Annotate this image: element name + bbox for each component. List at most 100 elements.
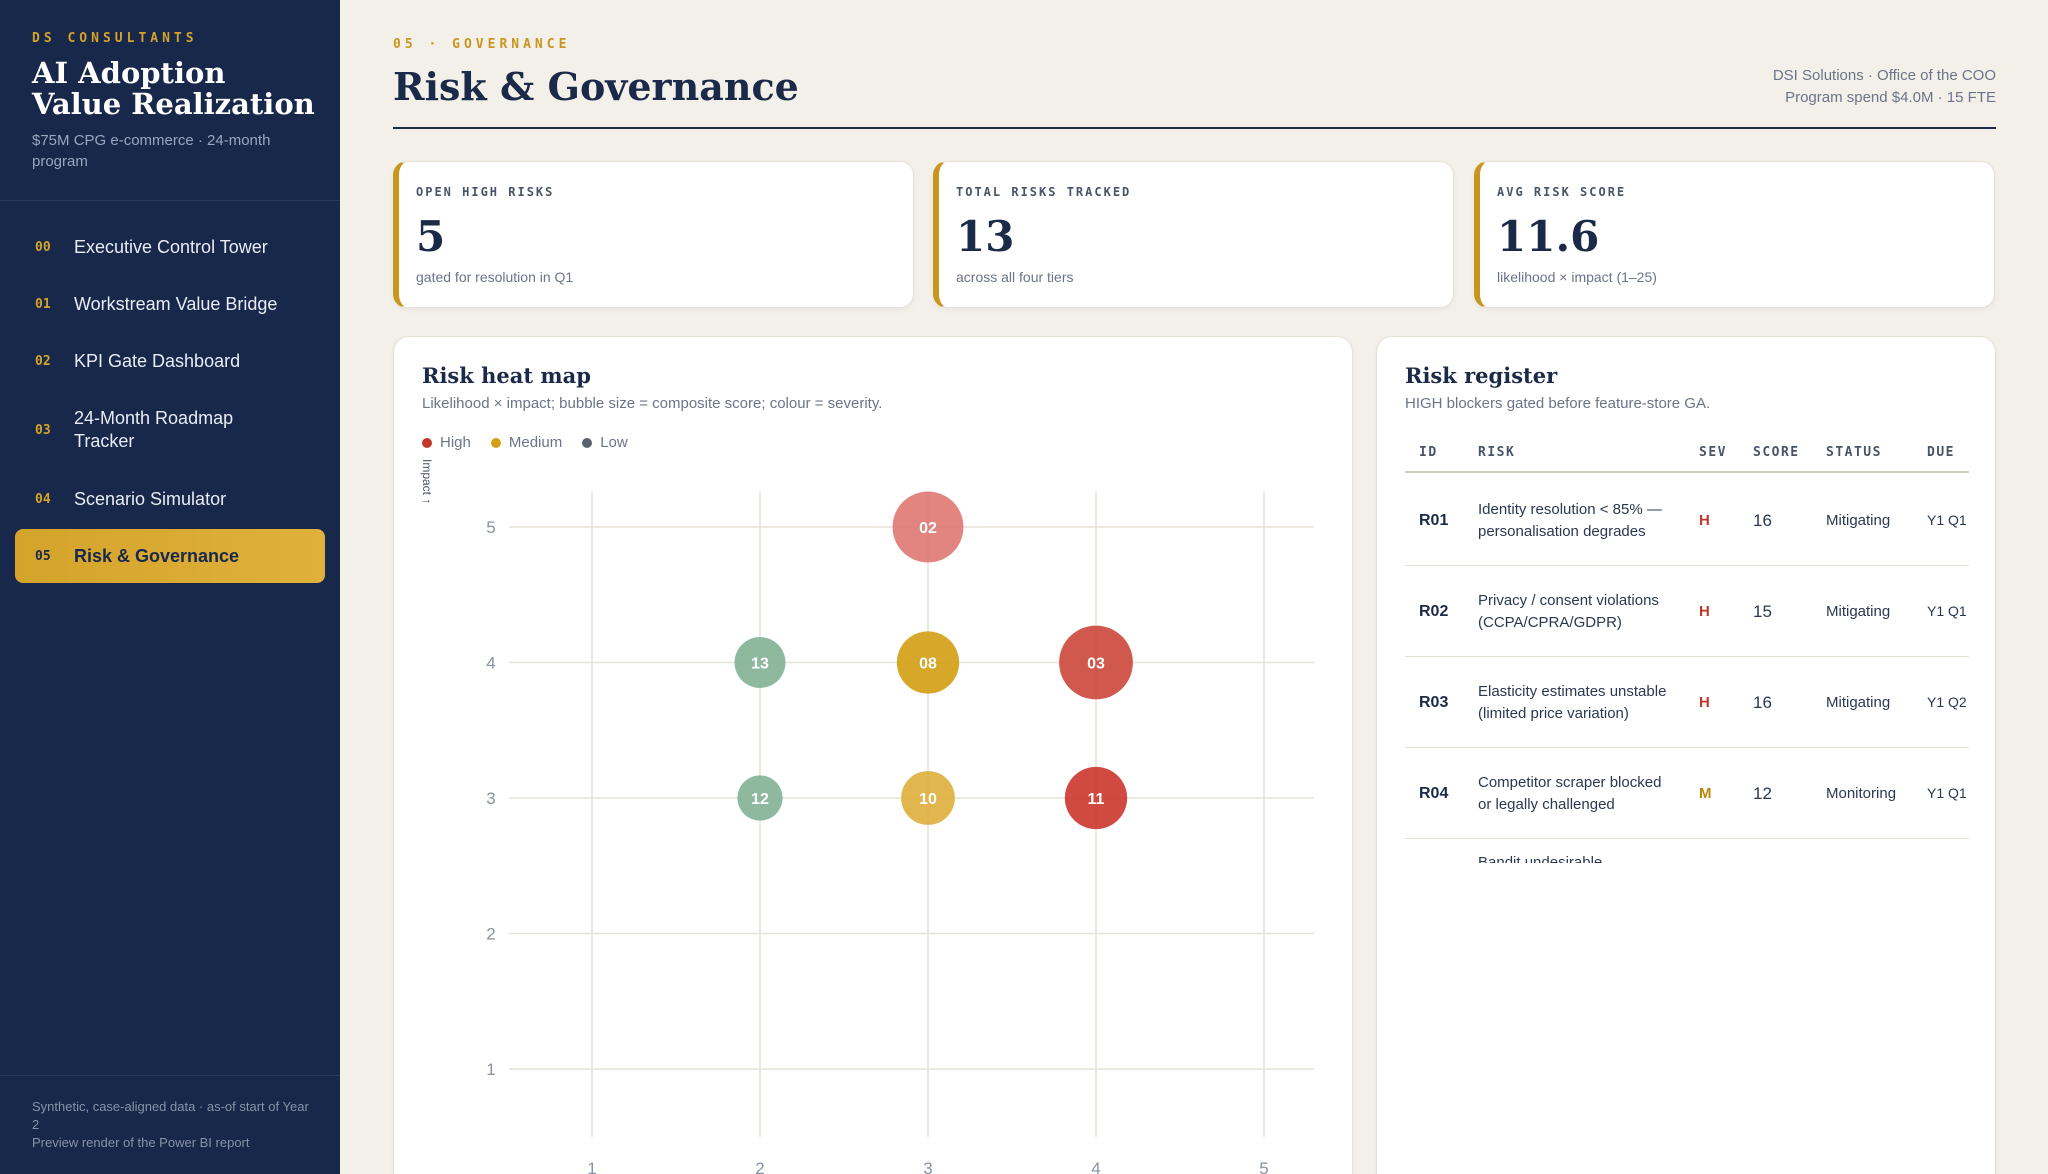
column-header-due[interactable]: DUE — [1927, 445, 1955, 460]
kpi-note: across all four tiers — [956, 269, 1074, 285]
sidebar-footer: Synthetic, case-aligned data · as-of sta… — [32, 1098, 312, 1152]
heatmap-subtitle: Likelihood × impact; bubble size = compo… — [422, 395, 883, 412]
table-row[interactable]: R05Bandit undesirable exploration on hig… — [1405, 839, 1969, 863]
y-tick-label: 2 — [486, 925, 495, 944]
nav-item-label: KPI Gate Dashboard — [74, 350, 241, 371]
brand-name: DS CONSULTANTS — [32, 31, 198, 46]
column-header-status[interactable]: STATUS — [1826, 445, 1882, 460]
risk-severity: H — [1699, 603, 1710, 620]
risk-due: Y1 Q1 — [1927, 603, 1967, 619]
x-tick-label: 2 — [755, 1159, 764, 1174]
page-title: Risk & Governance — [393, 64, 799, 109]
risk-bubble-10[interactable]: 10 — [901, 771, 955, 825]
kpi-value: 11.6 — [1497, 212, 1600, 261]
heatmap-points: 02 13 08 03 12 10 11 — [734, 491, 1133, 830]
register-title: Risk register — [1405, 363, 1558, 388]
kpi-card-avg-risk-score: AVG RISK SCORE 11.6 likelihood × impact … — [1474, 161, 1995, 308]
register-header: ID RISK SEV SCORE STATUS DUE — [1405, 437, 1969, 473]
risk-bubble-circle — [1059, 625, 1133, 700]
kpi-label: OPEN HIGH RISKS — [416, 185, 555, 199]
nav-item-number: 04 — [35, 491, 51, 507]
legend-item-low: Low — [582, 434, 628, 451]
kpi-card-total-risks: TOTAL RISKS TRACKED 13 across all four t… — [933, 161, 1454, 308]
risk-score: 15 — [1753, 601, 1772, 621]
risk-description: Bandit undesirable exploration on high-v… — [1478, 854, 1603, 863]
risk-register-panel: Risk register HIGH blockers gated before… — [1376, 336, 1996, 1174]
nav-item-roadmap-tracker[interactable]: 03 24-Month Roadmap Tracker — [15, 391, 325, 469]
risk-status: Mitigating — [1826, 512, 1891, 529]
org-name: DSI Solutions · Office of the COO — [1772, 67, 1996, 84]
risk-bubble-circle — [896, 631, 960, 694]
sidebar-footer-divider — [0, 1075, 340, 1076]
table-row[interactable]: R02 Privacy / consent violations (CCPA/CP… — [1405, 566, 1969, 657]
risk-bubble-11[interactable]: 11 — [1064, 766, 1128, 830]
risk-bubble-circle — [892, 491, 964, 563]
legend-dot-medium — [490, 437, 501, 448]
risk-severity: H — [1699, 694, 1710, 711]
risk-bubble-circle — [901, 771, 955, 825]
x-tick-label: 3 — [923, 1159, 932, 1174]
nav-item-workstream-value-bridge[interactable]: 01 Workstream Value Bridge — [15, 277, 325, 331]
risk-description: Privacy / consent violations (CCPA/CPRA/… — [1478, 592, 1659, 631]
table-row[interactable]: R04 Competitor scraper blocked or legally… — [1405, 748, 1969, 839]
risk-bubble-label: 08 — [919, 656, 937, 673]
risk-bubble-label: 10 — [919, 791, 937, 808]
risk-bubble-03[interactable]: 03 — [1059, 625, 1133, 700]
column-header-id[interactable]: ID — [1419, 445, 1438, 460]
y-tick-label: 5 — [486, 518, 495, 537]
y-axis-label: Impact ↑ — [420, 459, 434, 504]
sidebar-footer-render-note: Preview render of the Power BI report — [32, 1135, 250, 1150]
nav-item-executive-control-tower[interactable]: 00 Executive Control Tower — [15, 220, 325, 274]
nav-item-label: 24-Month Roadmap Tracker — [74, 408, 234, 451]
risk-id: R01 — [1419, 511, 1449, 529]
risk-bubble-12[interactable]: 12 — [737, 775, 783, 821]
sidebar-divider — [0, 200, 340, 201]
risk-due: Y1 Q1 — [1927, 785, 1967, 801]
y-tick-label: 4 — [486, 654, 495, 673]
risk-description: Competitor scraper blocked or legally ch… — [1478, 774, 1662, 813]
risk-bubble-02[interactable]: 02 — [892, 491, 964, 563]
column-header-risk[interactable]: RISK — [1478, 445, 1516, 460]
header-rule — [393, 127, 1996, 129]
kpi-note: likelihood × impact (1–25) — [1497, 269, 1657, 285]
column-header-score[interactable]: SCORE — [1753, 445, 1800, 460]
column-header-sev[interactable]: SEV — [1699, 445, 1727, 460]
risk-due: Y1 Q2 — [1927, 694, 1967, 710]
kpi-value: 5 — [416, 212, 446, 261]
heatmap-title: Risk heat map — [422, 363, 591, 388]
nav-item-risk-governance[interactable]: 05 Risk & Governance — [15, 529, 325, 583]
program-spend: Program spend $4.0M · 15 FTE — [1785, 89, 1996, 106]
risk-description: Identity resolution < 85% — personalisat… — [1478, 501, 1662, 540]
nav-item-number: 00 — [35, 239, 51, 255]
register-subtitle: HIGH blockers gated before feature-store… — [1405, 395, 1711, 412]
risk-bubble-08[interactable]: 08 — [896, 631, 960, 694]
kpi-value: 13 — [956, 212, 1015, 261]
nav-item-number: 02 — [35, 353, 51, 369]
nav-item-kpi-gate-dashboard[interactable]: 02 KPI Gate Dashboard — [15, 334, 325, 388]
table-row[interactable]: R03 Elasticity estimates unstable (limite… — [1405, 657, 1969, 748]
risk-status: Mitigating — [1826, 694, 1891, 711]
nav-item-label: Workstream Value Bridge — [74, 293, 278, 314]
risk-status: Mitigating — [1826, 603, 1891, 620]
nav-item-label: Executive Control Tower — [74, 236, 268, 257]
nav-item-number: 03 — [35, 422, 51, 438]
legend-dot-low — [582, 437, 593, 448]
heatmap-legend: High Medium Low — [422, 434, 628, 451]
table-row[interactable]: R01 Identity resolution < 85% — personali… — [1405, 475, 1969, 566]
nav-item-scenario-simulator[interactable]: 04 Scenario Simulator — [15, 472, 325, 526]
kpi-note: gated for resolution in Q1 — [416, 269, 574, 285]
app-title: AI Adoption Value Realization — [32, 56, 315, 121]
heatmap-panel: Risk heat map Likelihood × impact; bubbl… — [393, 336, 1353, 1174]
legend-label: Low — [600, 434, 628, 451]
legend-item-high: High — [422, 434, 471, 451]
risk-bubble-13[interactable]: 13 — [734, 637, 786, 688]
risk-bubble-label: 13 — [751, 656, 769, 673]
risk-bubble-label: 12 — [751, 791, 769, 808]
page-eyebrow: 05 · GOVERNANCE — [393, 37, 571, 52]
risk-status: Monitoring — [1826, 785, 1897, 802]
legend-item-medium: Medium — [490, 434, 562, 451]
risk-bubble-label: 02 — [919, 520, 937, 537]
app-subtitle: $75M CPG e-commerce · 24-month program — [32, 132, 271, 170]
sidebar: DS CONSULTANTS AI Adoption Value Realiza… — [0, 0, 340, 1174]
